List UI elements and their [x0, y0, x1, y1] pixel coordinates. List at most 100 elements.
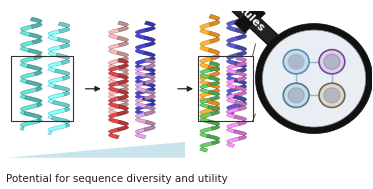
Polygon shape	[20, 72, 36, 83]
Polygon shape	[144, 21, 155, 32]
Polygon shape	[135, 97, 147, 108]
Polygon shape	[135, 66, 146, 77]
Polygon shape	[234, 78, 247, 90]
Polygon shape	[227, 122, 239, 133]
Polygon shape	[144, 51, 155, 62]
Polygon shape	[117, 36, 128, 47]
Polygon shape	[48, 61, 63, 72]
Polygon shape	[48, 92, 65, 104]
Polygon shape	[227, 36, 238, 48]
Polygon shape	[227, 93, 239, 104]
Polygon shape	[200, 57, 212, 69]
Polygon shape	[135, 74, 148, 85]
Polygon shape	[208, 48, 220, 60]
Polygon shape	[227, 86, 239, 98]
Polygon shape	[26, 80, 42, 91]
Polygon shape	[144, 105, 155, 116]
Polygon shape	[29, 33, 42, 44]
Polygon shape	[142, 97, 155, 107]
Polygon shape	[235, 86, 247, 96]
Polygon shape	[236, 57, 247, 67]
Polygon shape	[135, 113, 147, 124]
Polygon shape	[135, 59, 147, 70]
Polygon shape	[54, 69, 70, 80]
Polygon shape	[234, 61, 247, 73]
Polygon shape	[227, 137, 240, 147]
Polygon shape	[109, 97, 120, 108]
Bar	[11, 56, 73, 121]
Polygon shape	[144, 36, 155, 47]
Polygon shape	[200, 83, 211, 94]
Polygon shape	[20, 57, 35, 68]
Polygon shape	[109, 29, 120, 39]
Text: Potential for sequence diversity and utility: Potential for sequence diversity and uti…	[6, 174, 228, 184]
Polygon shape	[200, 112, 212, 123]
Polygon shape	[236, 12, 247, 23]
Polygon shape	[207, 134, 220, 145]
Polygon shape	[142, 81, 155, 92]
Polygon shape	[144, 58, 155, 69]
Polygon shape	[20, 25, 33, 36]
Circle shape	[324, 88, 340, 103]
Polygon shape	[227, 20, 238, 32]
Polygon shape	[200, 127, 213, 137]
Circle shape	[256, 24, 373, 134]
Polygon shape	[117, 74, 128, 85]
Polygon shape	[200, 68, 211, 79]
Polygon shape	[48, 30, 60, 41]
Polygon shape	[115, 97, 128, 107]
Circle shape	[283, 83, 309, 107]
Polygon shape	[51, 116, 70, 127]
Circle shape	[319, 83, 345, 107]
Polygon shape	[24, 111, 42, 123]
Polygon shape	[144, 120, 155, 131]
Polygon shape	[116, 66, 128, 77]
Polygon shape	[48, 77, 64, 88]
Polygon shape	[117, 120, 128, 131]
Polygon shape	[109, 128, 119, 139]
Polygon shape	[143, 66, 155, 77]
Polygon shape	[109, 113, 120, 124]
Polygon shape	[135, 44, 147, 54]
Text: Rules: Rules	[234, 3, 266, 34]
Polygon shape	[109, 89, 121, 100]
Polygon shape	[6, 142, 185, 158]
Polygon shape	[135, 104, 148, 115]
Polygon shape	[109, 104, 122, 115]
Polygon shape	[227, 70, 239, 82]
Polygon shape	[109, 44, 120, 54]
Polygon shape	[25, 96, 42, 107]
Polygon shape	[200, 40, 211, 52]
Polygon shape	[200, 98, 212, 108]
Polygon shape	[118, 21, 128, 32]
Polygon shape	[200, 23, 211, 35]
Polygon shape	[117, 105, 128, 116]
Polygon shape	[233, 95, 247, 107]
Polygon shape	[235, 71, 247, 81]
Polygon shape	[20, 41, 34, 52]
Polygon shape	[48, 45, 62, 57]
Polygon shape	[20, 104, 38, 115]
Polygon shape	[227, 108, 239, 118]
Polygon shape	[28, 49, 42, 60]
Polygon shape	[116, 81, 128, 92]
Polygon shape	[200, 142, 213, 152]
FancyBboxPatch shape	[234, 4, 265, 33]
Polygon shape	[135, 128, 146, 139]
Polygon shape	[117, 51, 128, 62]
Polygon shape	[207, 120, 220, 130]
Polygon shape	[227, 78, 238, 89]
Polygon shape	[30, 17, 42, 28]
Polygon shape	[117, 89, 128, 100]
Polygon shape	[109, 66, 119, 77]
Polygon shape	[234, 115, 247, 125]
Polygon shape	[200, 74, 212, 86]
Polygon shape	[48, 124, 67, 135]
Polygon shape	[53, 100, 70, 112]
Circle shape	[288, 88, 304, 103]
Polygon shape	[109, 81, 120, 93]
Circle shape	[288, 54, 304, 69]
Bar	[198, 56, 253, 121]
Polygon shape	[208, 65, 220, 77]
Circle shape	[319, 50, 345, 74]
